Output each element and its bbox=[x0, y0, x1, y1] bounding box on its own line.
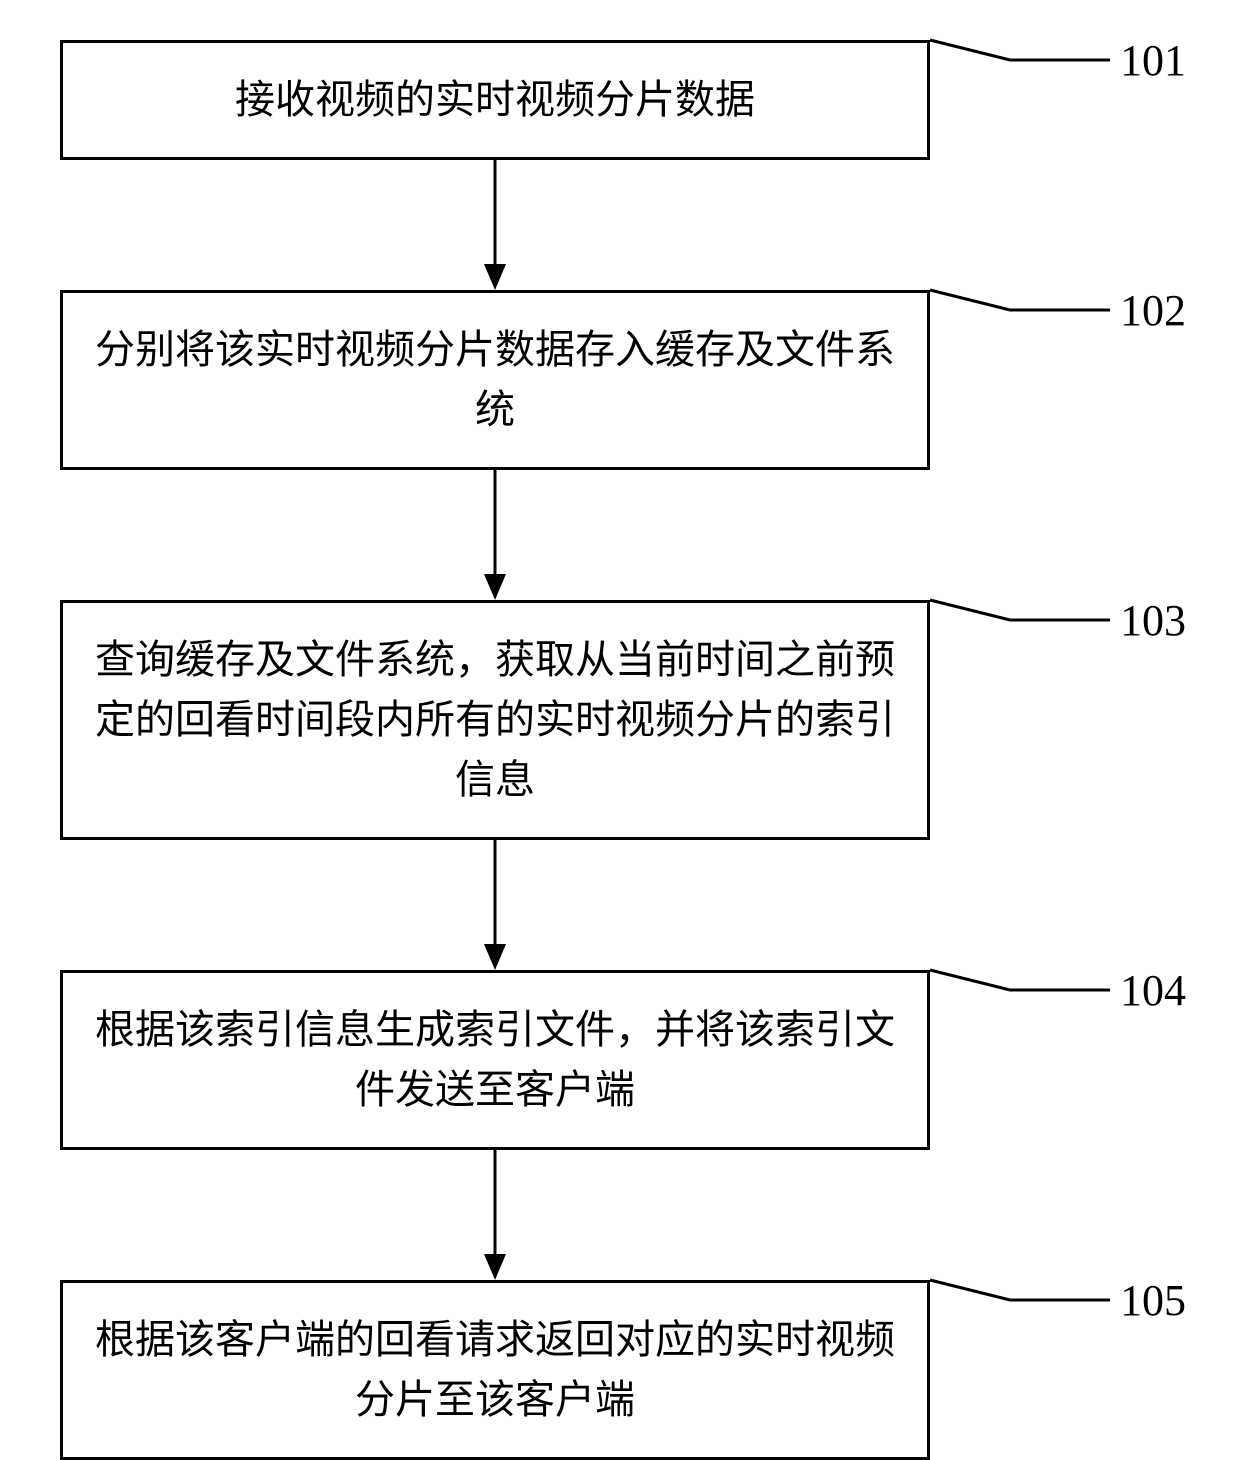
flow-label-101: 101 bbox=[1120, 35, 1186, 86]
label-text: 103 bbox=[1120, 596, 1186, 645]
flow-node-104: 根据该索引信息生成索引文件，并将该索引文件发送至客户端 bbox=[60, 970, 930, 1150]
flow-node-105: 根据该客户端的回看请求返回对应的实时视频分片至该客户端 bbox=[60, 1280, 930, 1460]
flow-label-102: 102 bbox=[1120, 285, 1186, 336]
flow-node-text: 查询缓存及文件系统，获取从当前时间之前预定的回看时间段内所有的实时视频分片的索引… bbox=[83, 630, 907, 810]
flow-node-text: 接收视频的实时视频分片数据 bbox=[235, 70, 755, 130]
flow-label-103: 103 bbox=[1120, 595, 1186, 646]
flow-label-105: 105 bbox=[1120, 1275, 1186, 1326]
flow-node-103: 查询缓存及文件系统，获取从当前时间之前预定的回看时间段内所有的实时视频分片的索引… bbox=[60, 600, 930, 840]
flow-node-text: 分别将该实时视频分片数据存入缓存及文件系统 bbox=[83, 320, 907, 440]
flow-node-text: 根据该索引信息生成索引文件，并将该索引文件发送至客户端 bbox=[83, 1000, 907, 1120]
flow-node-101: 接收视频的实时视频分片数据 bbox=[60, 40, 930, 160]
flowchart-canvas: 接收视频的实时视频分片数据 分别将该实时视频分片数据存入缓存及文件系统 查询缓存… bbox=[0, 0, 1240, 1451]
flow-node-text: 根据该客户端的回看请求返回对应的实时视频分片至该客户端 bbox=[83, 1310, 907, 1430]
label-text: 105 bbox=[1120, 1276, 1186, 1325]
label-text: 104 bbox=[1120, 966, 1186, 1015]
flow-label-104: 104 bbox=[1120, 965, 1186, 1016]
label-text: 102 bbox=[1120, 286, 1186, 335]
label-text: 101 bbox=[1120, 36, 1186, 85]
flow-node-102: 分别将该实时视频分片数据存入缓存及文件系统 bbox=[60, 290, 930, 470]
